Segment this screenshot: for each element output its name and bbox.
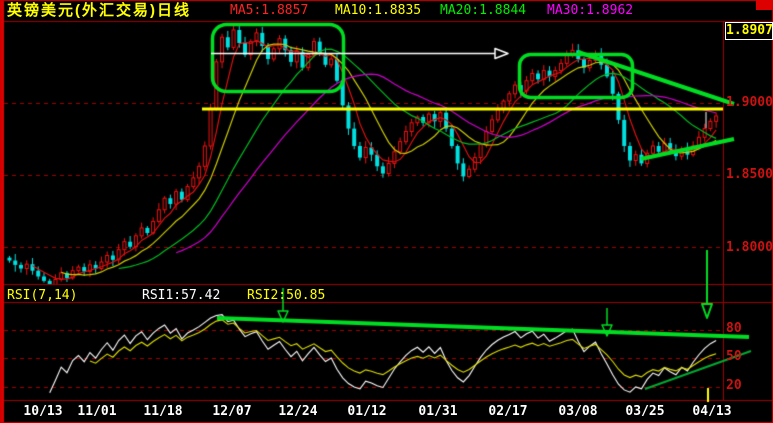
ma5-value-label: MA5:1.8857	[230, 3, 309, 18]
rsi2-value-label: RSI2:50.85	[247, 288, 326, 303]
x-axis-date: 03/08	[558, 404, 598, 419]
price-axis-label-1.8500: 1.8500	[726, 167, 773, 182]
ma20-value-label: MA20:1.8844	[440, 3, 527, 18]
x-axis-date: 10/13	[23, 404, 63, 419]
x-axis-date: 11/18	[143, 404, 183, 419]
ma30-value-label: MA30:1.8962	[547, 3, 634, 18]
rsi-axis-label-20: 20	[726, 378, 742, 393]
x-axis-date: 12/24	[278, 404, 318, 419]
ma10-value-label: MA10:1.8835	[335, 3, 422, 18]
x-axis-date: 04/13	[692, 404, 732, 419]
rsi-indicator-label[interactable]: RSI(7,14)	[7, 288, 78, 303]
x-axis-date: 12/07	[212, 404, 252, 419]
x-axis-date: 11/01	[77, 404, 117, 419]
current-price-box: 1.8907	[725, 22, 773, 40]
rsi-axis-label-80: 80	[726, 321, 742, 336]
x-axis-date: 01/12	[347, 404, 387, 419]
rsi1-value-label: RSI1:57.42	[142, 288, 221, 303]
x-axis-date: 01/31	[418, 404, 458, 419]
x-axis-date: 02/17	[488, 404, 528, 419]
x-axis-date: 03/25	[625, 404, 665, 419]
price-axis-label-1.9000: 1.9000	[726, 95, 773, 110]
price-axis-label-1.8000: 1.8000	[726, 240, 773, 255]
window-corner-button[interactable]	[756, 0, 773, 10]
rsi-axis-label-50: 50	[726, 349, 742, 364]
symbol-title: 英镑美元(外汇交易)日线	[7, 2, 191, 19]
